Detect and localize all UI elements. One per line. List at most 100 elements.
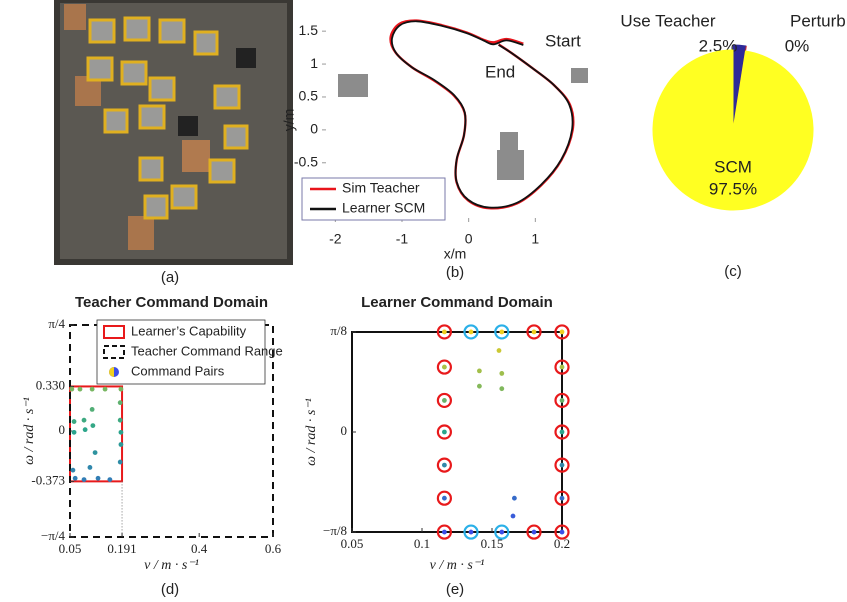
x-tick-label: 1	[531, 231, 539, 247]
y-tick-label: π/4	[48, 316, 65, 331]
photo	[54, 0, 293, 265]
point	[107, 477, 113, 483]
point	[102, 386, 108, 392]
x-tick-label: 0.6	[265, 541, 282, 556]
point	[559, 329, 565, 335]
legend-swatch	[109, 367, 114, 377]
ring	[494, 524, 510, 540]
point	[81, 417, 87, 423]
x-tick-label: 0.191	[107, 541, 136, 556]
y-tick-label: -0.373	[31, 472, 65, 487]
point	[117, 459, 123, 465]
point	[559, 529, 565, 535]
point	[89, 386, 95, 392]
y-tick-label: 0	[310, 121, 318, 137]
y-tick-label: −π/4	[41, 528, 66, 543]
legend-label: Teacher Command Range	[131, 343, 283, 358]
point	[559, 429, 565, 435]
ring	[554, 490, 570, 506]
ring	[554, 524, 570, 540]
x-tick-label: 0.15	[481, 536, 504, 551]
y-tick-label: −π/8	[323, 523, 347, 538]
ring	[436, 457, 452, 473]
x-tick-label: 0.05	[341, 536, 364, 551]
slice-value: 0%	[785, 36, 810, 55]
point	[442, 495, 447, 501]
panel-label: (a)	[161, 269, 179, 286]
trajectory	[390, 20, 574, 209]
y-tick-label: π/8	[330, 323, 347, 338]
x-tick-label: 0.05	[59, 541, 82, 556]
point	[477, 368, 482, 374]
point	[559, 462, 565, 468]
slice-label: Use Teacher	[620, 11, 715, 30]
point	[442, 462, 447, 468]
legend-box	[301, 177, 446, 221]
obstacles	[338, 68, 588, 180]
y-tick-label: 0	[341, 423, 348, 438]
ring	[436, 359, 452, 375]
ring	[554, 457, 570, 473]
point	[82, 427, 88, 433]
point	[559, 495, 565, 501]
point	[442, 398, 447, 403]
y-axis-label: ω / rad · s⁻¹	[304, 398, 319, 466]
point	[118, 429, 124, 435]
ring	[436, 424, 452, 440]
point	[499, 529, 505, 535]
panel-label: (e)	[446, 581, 464, 598]
legend-label: Learner’s Capability	[131, 323, 247, 338]
point	[70, 467, 76, 473]
ring	[554, 324, 570, 340]
ring	[554, 392, 570, 409]
point	[531, 529, 537, 535]
ring	[526, 324, 542, 340]
legend-swatch	[103, 325, 125, 339]
y-tick-label: 0.330	[36, 377, 65, 392]
point	[95, 475, 101, 481]
point	[499, 386, 505, 392]
point	[499, 329, 505, 335]
point	[118, 386, 124, 392]
point	[71, 419, 77, 424]
legend-label: Sim Teacher	[342, 180, 420, 196]
point	[90, 423, 96, 428]
ring	[463, 324, 479, 340]
point	[72, 475, 78, 481]
point	[81, 477, 87, 483]
ring	[463, 524, 479, 540]
x-tick-label: 0.2	[554, 536, 570, 551]
slice-value: 97.5%	[709, 179, 757, 198]
ring	[436, 524, 452, 540]
panel-label: (d)	[161, 581, 179, 598]
legend-label: Command Pairs	[131, 363, 225, 378]
point	[71, 429, 77, 435]
point	[468, 329, 474, 335]
point	[496, 348, 502, 353]
point	[468, 529, 474, 535]
x-axis-label: x/m	[444, 246, 467, 262]
panel-label: (b)	[446, 264, 464, 281]
x-tick-label: 0.4	[191, 541, 208, 556]
ring	[554, 424, 570, 440]
point	[442, 429, 447, 435]
annotation: End	[485, 62, 515, 81]
y-axis-label: ω / rad · s⁻¹	[22, 397, 37, 465]
point	[531, 329, 537, 335]
point	[559, 364, 565, 370]
legend-swatch	[103, 345, 125, 359]
x-tick-label: -1	[396, 231, 409, 247]
point	[77, 386, 83, 392]
legend-label: Learner SCM	[342, 200, 425, 216]
chart-title: Teacher Command Domain	[75, 294, 268, 311]
annotation: Start	[545, 31, 581, 50]
point	[442, 329, 447, 335]
region	[351, 331, 563, 533]
region	[69, 385, 124, 483]
point	[117, 417, 123, 423]
x-tick-label: 0	[465, 231, 473, 247]
ring	[554, 359, 570, 375]
point	[442, 529, 447, 535]
point	[87, 465, 93, 470]
